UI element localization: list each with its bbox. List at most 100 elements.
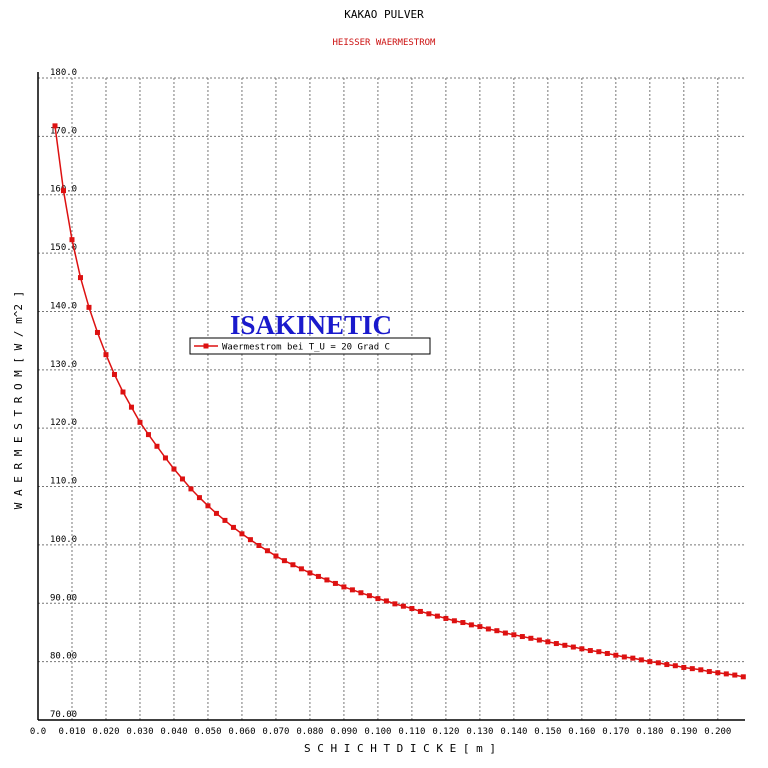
x-tick-label: 0.010 (58, 727, 85, 737)
data-point (69, 237, 75, 243)
data-point (162, 455, 168, 461)
data-point (120, 389, 126, 395)
data-point (205, 503, 211, 509)
data-point (86, 304, 92, 310)
data-point (477, 624, 483, 630)
legend-label: Waermestrom bei T_U = 20 Grad C (222, 343, 390, 353)
data-point (587, 648, 593, 654)
x-tick-label: 0.160 (568, 727, 595, 737)
data-point (417, 608, 423, 614)
data-point (52, 123, 58, 129)
data-point (298, 566, 304, 572)
data-point (375, 596, 381, 602)
data-point (307, 570, 313, 576)
data-line (54, 125, 744, 678)
data-point (256, 542, 262, 548)
data-point (528, 635, 534, 641)
x-axis-label: S C H I C H T D I C K E [ m ] (304, 742, 496, 755)
x-tick-label: 0.100 (364, 727, 391, 737)
data-point (647, 659, 653, 665)
legend-box (189, 337, 431, 355)
data-point (434, 613, 440, 619)
data-point (494, 628, 500, 634)
data-point (213, 510, 219, 516)
data-point (451, 618, 457, 624)
data-point (485, 626, 491, 632)
data-point (239, 531, 245, 537)
x-tick-label: 0.130 (466, 727, 493, 737)
data-point (315, 573, 321, 579)
data-point (723, 671, 729, 677)
data-point (60, 188, 66, 194)
data-point (400, 603, 406, 609)
y-tick-label: 70.00 (50, 710, 77, 720)
x-tick-label: 0.200 (704, 727, 731, 737)
y-tick-label: 170.0 (50, 126, 77, 136)
data-point (103, 352, 109, 358)
data-point (290, 562, 296, 568)
data-point (579, 646, 585, 652)
x-tick-label: 0.080 (296, 727, 323, 737)
data-point (664, 662, 670, 668)
data-point (638, 657, 644, 663)
data-point (460, 620, 466, 626)
data-point (264, 548, 270, 554)
data-point (672, 663, 678, 669)
legend: Waermestrom bei T_U = 20 Grad C (189, 337, 431, 355)
data-point (128, 404, 134, 410)
data-point (281, 558, 287, 564)
data-point (468, 622, 474, 628)
y-tick-label: 130.0 (50, 360, 77, 370)
data-point (621, 654, 627, 660)
x-tick-label: 0.120 (432, 727, 459, 737)
data-point (409, 606, 415, 612)
data-point (94, 329, 100, 335)
x-tick-label: 0.020 (92, 727, 119, 737)
data-point (732, 672, 738, 678)
data-point (366, 593, 372, 599)
data-point (137, 419, 143, 425)
data-point (77, 275, 83, 281)
data-point (145, 432, 151, 438)
y-axis-label: W A E R M E S T R O M [ W / m^2 ] (12, 291, 25, 510)
data-point (681, 664, 687, 670)
data-point (332, 580, 338, 586)
y-tick-label: 120.0 (50, 418, 77, 428)
data-point (545, 639, 551, 645)
data-point (349, 587, 355, 593)
data-point (740, 674, 746, 680)
data-point (222, 517, 228, 523)
y-tick-label: 100.0 (50, 535, 77, 545)
data-point (536, 637, 542, 643)
x-tick-label: 0.170 (602, 727, 629, 737)
data-point (230, 524, 236, 530)
data-point (179, 476, 185, 482)
y-tick-label: 90.00 (50, 593, 77, 603)
x-tick-label: 0.180 (636, 727, 663, 737)
data-point (273, 553, 279, 559)
x-tick-label: 0.190 (670, 727, 697, 737)
data-point (502, 630, 508, 636)
data-point (630, 655, 636, 661)
x-tick-label: 0.040 (160, 727, 187, 737)
data-point (358, 590, 364, 596)
data-point (154, 443, 160, 449)
y-tick-label: 180.0 (50, 68, 77, 78)
data-point (570, 644, 576, 650)
data-point (188, 486, 194, 492)
data-point (324, 577, 330, 583)
data-point (553, 641, 559, 647)
data-point (443, 615, 449, 621)
watermark: ISAKINETIC (230, 310, 392, 340)
legend-marker (203, 343, 209, 349)
y-tick-label: 80.00 (50, 652, 77, 662)
data-point (706, 669, 712, 675)
data-point (698, 667, 704, 673)
data-point (426, 611, 432, 617)
data-point (171, 466, 177, 472)
data-point (562, 642, 568, 648)
x-tick-label: 0.110 (398, 727, 425, 737)
data-point (341, 584, 347, 590)
x-tick-label: 0.030 (126, 727, 153, 737)
